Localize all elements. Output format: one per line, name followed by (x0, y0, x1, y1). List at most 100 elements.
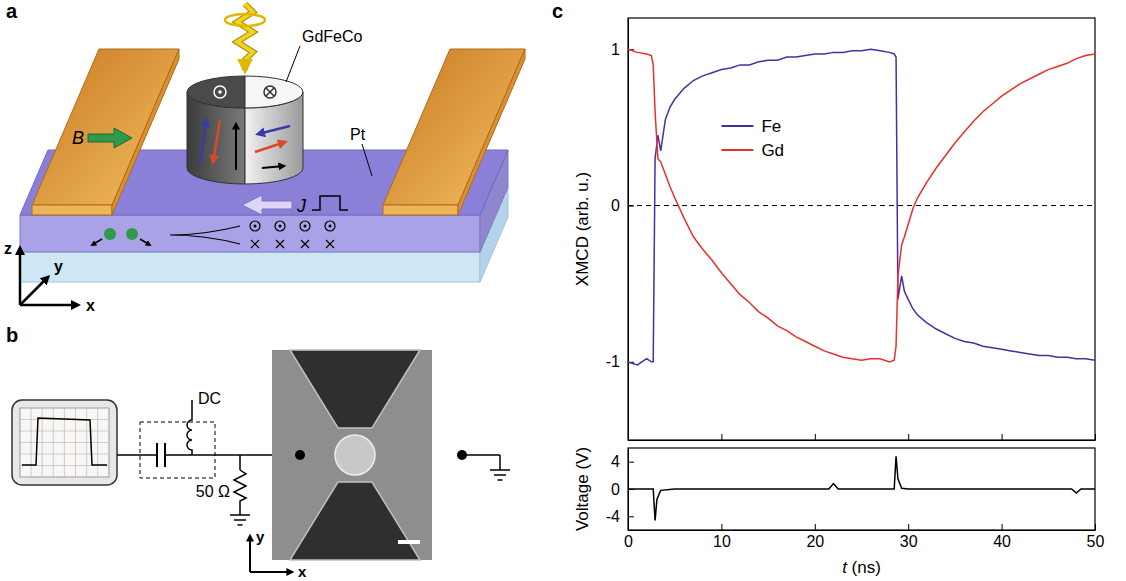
ground (234, 519, 246, 521)
tick-label: 1 (611, 41, 620, 58)
layer-label: Pt (350, 126, 366, 143)
spin-up (325, 221, 335, 231)
electrode-front (32, 205, 112, 215)
tick-label: 40 (993, 533, 1011, 550)
axis-line (629, 440, 1096, 441)
x-tick (1095, 434, 1096, 440)
cylinder-top-left (187, 76, 245, 108)
pulse (312, 196, 348, 210)
axis-label: y (256, 528, 265, 545)
panel-letter: c (552, 0, 563, 22)
pt-front (20, 215, 480, 252)
wire (462, 454, 500, 456)
sem-electrode (290, 350, 420, 428)
tick-label: 0 (624, 533, 633, 550)
capacitor-plate (156, 443, 158, 467)
sem-disk (335, 435, 375, 475)
oscilloscope-screen (20, 408, 109, 477)
screen-grid (20, 442, 109, 443)
spin-arrow (140, 239, 150, 245)
x-tick (908, 434, 909, 440)
legend: Fe Gd (721, 117, 784, 160)
screen-grid (20, 454, 109, 455)
x-axis-title-part: (ns) (847, 558, 881, 577)
fe-moment (258, 126, 290, 134)
electrode-top (32, 49, 179, 205)
tick-mark (908, 434, 909, 440)
ground (490, 469, 510, 471)
substrate-front (20, 252, 480, 282)
tick-mark (628, 462, 634, 463)
x-tick (815, 434, 816, 440)
x-tick: 10 (713, 524, 731, 550)
legend-label: Fe (761, 117, 781, 136)
sample-label: GdFeCo (302, 28, 363, 45)
plot-frame (628, 18, 1095, 440)
ground (494, 474, 506, 476)
axis-label: x (86, 297, 95, 314)
current-arrow (242, 195, 292, 215)
spin-up (275, 221, 285, 231)
scale-bar (398, 540, 420, 544)
tick-mark (1095, 434, 1096, 440)
electrode-side (458, 49, 525, 215)
net-moment (262, 166, 284, 168)
legend-label: Gd (761, 141, 784, 160)
resistor (234, 470, 246, 515)
electrode-front (383, 205, 458, 215)
net-moment (235, 124, 237, 170)
y-tick: 4 (611, 453, 634, 470)
spin-down (251, 240, 259, 248)
field-label: B (72, 128, 84, 148)
x-tick: 20 (806, 524, 824, 550)
tick-mark (721, 434, 722, 440)
spin-split (170, 226, 240, 244)
current-label: J (296, 196, 307, 216)
field-arrow (88, 128, 132, 148)
x-axis-title: t (ns) (842, 558, 881, 577)
sem-electrode (290, 482, 420, 560)
moment-in (264, 86, 276, 98)
gd-moment (255, 142, 285, 152)
spin-down (326, 240, 334, 248)
wire (117, 454, 157, 456)
axis-line (628, 19, 629, 441)
axis-x (250, 571, 292, 573)
electron (126, 228, 138, 240)
reference-line (628, 205, 1095, 206)
cylinder-top-right (245, 76, 303, 108)
axis-y (20, 277, 48, 305)
moment-in-cross (266, 88, 274, 96)
spin-up (250, 221, 260, 231)
oscilloscope (12, 400, 117, 485)
wire (239, 455, 241, 470)
y-axis: -101 (606, 19, 634, 441)
spin-up (300, 221, 310, 231)
axis-label: y (54, 258, 63, 275)
leader (362, 144, 372, 176)
plot-area (628, 49, 1095, 365)
contact (295, 450, 305, 460)
spin-up-dot (304, 225, 307, 228)
y-axis-title: Voltage (V) (573, 447, 592, 531)
panel-letter: b (6, 324, 18, 346)
axis-z (19, 248, 22, 305)
tick-mark (1002, 524, 1003, 530)
leader (286, 46, 300, 82)
tick-label: 20 (806, 533, 824, 550)
legend-swatch (721, 149, 753, 151)
panel-a: aGdFeCoPtBJzxy (4, 0, 525, 314)
tick-mark (1002, 434, 1003, 440)
spin-up-dot (254, 225, 257, 228)
y-tick: -4 (606, 508, 634, 525)
chart: 01020304050-404Voltage (V)t (ns) (573, 447, 1105, 577)
x-tick (1002, 434, 1003, 440)
resistor-label: 50 Ω (196, 483, 230, 500)
panel-letter: a (6, 0, 18, 22)
polarization (225, 14, 265, 26)
electrode-top (383, 49, 525, 205)
x-axis: 01020304050 (624, 524, 1104, 550)
tick-label: 50 (1087, 533, 1105, 550)
bias-tee (140, 422, 215, 478)
series-line (628, 456, 1095, 520)
